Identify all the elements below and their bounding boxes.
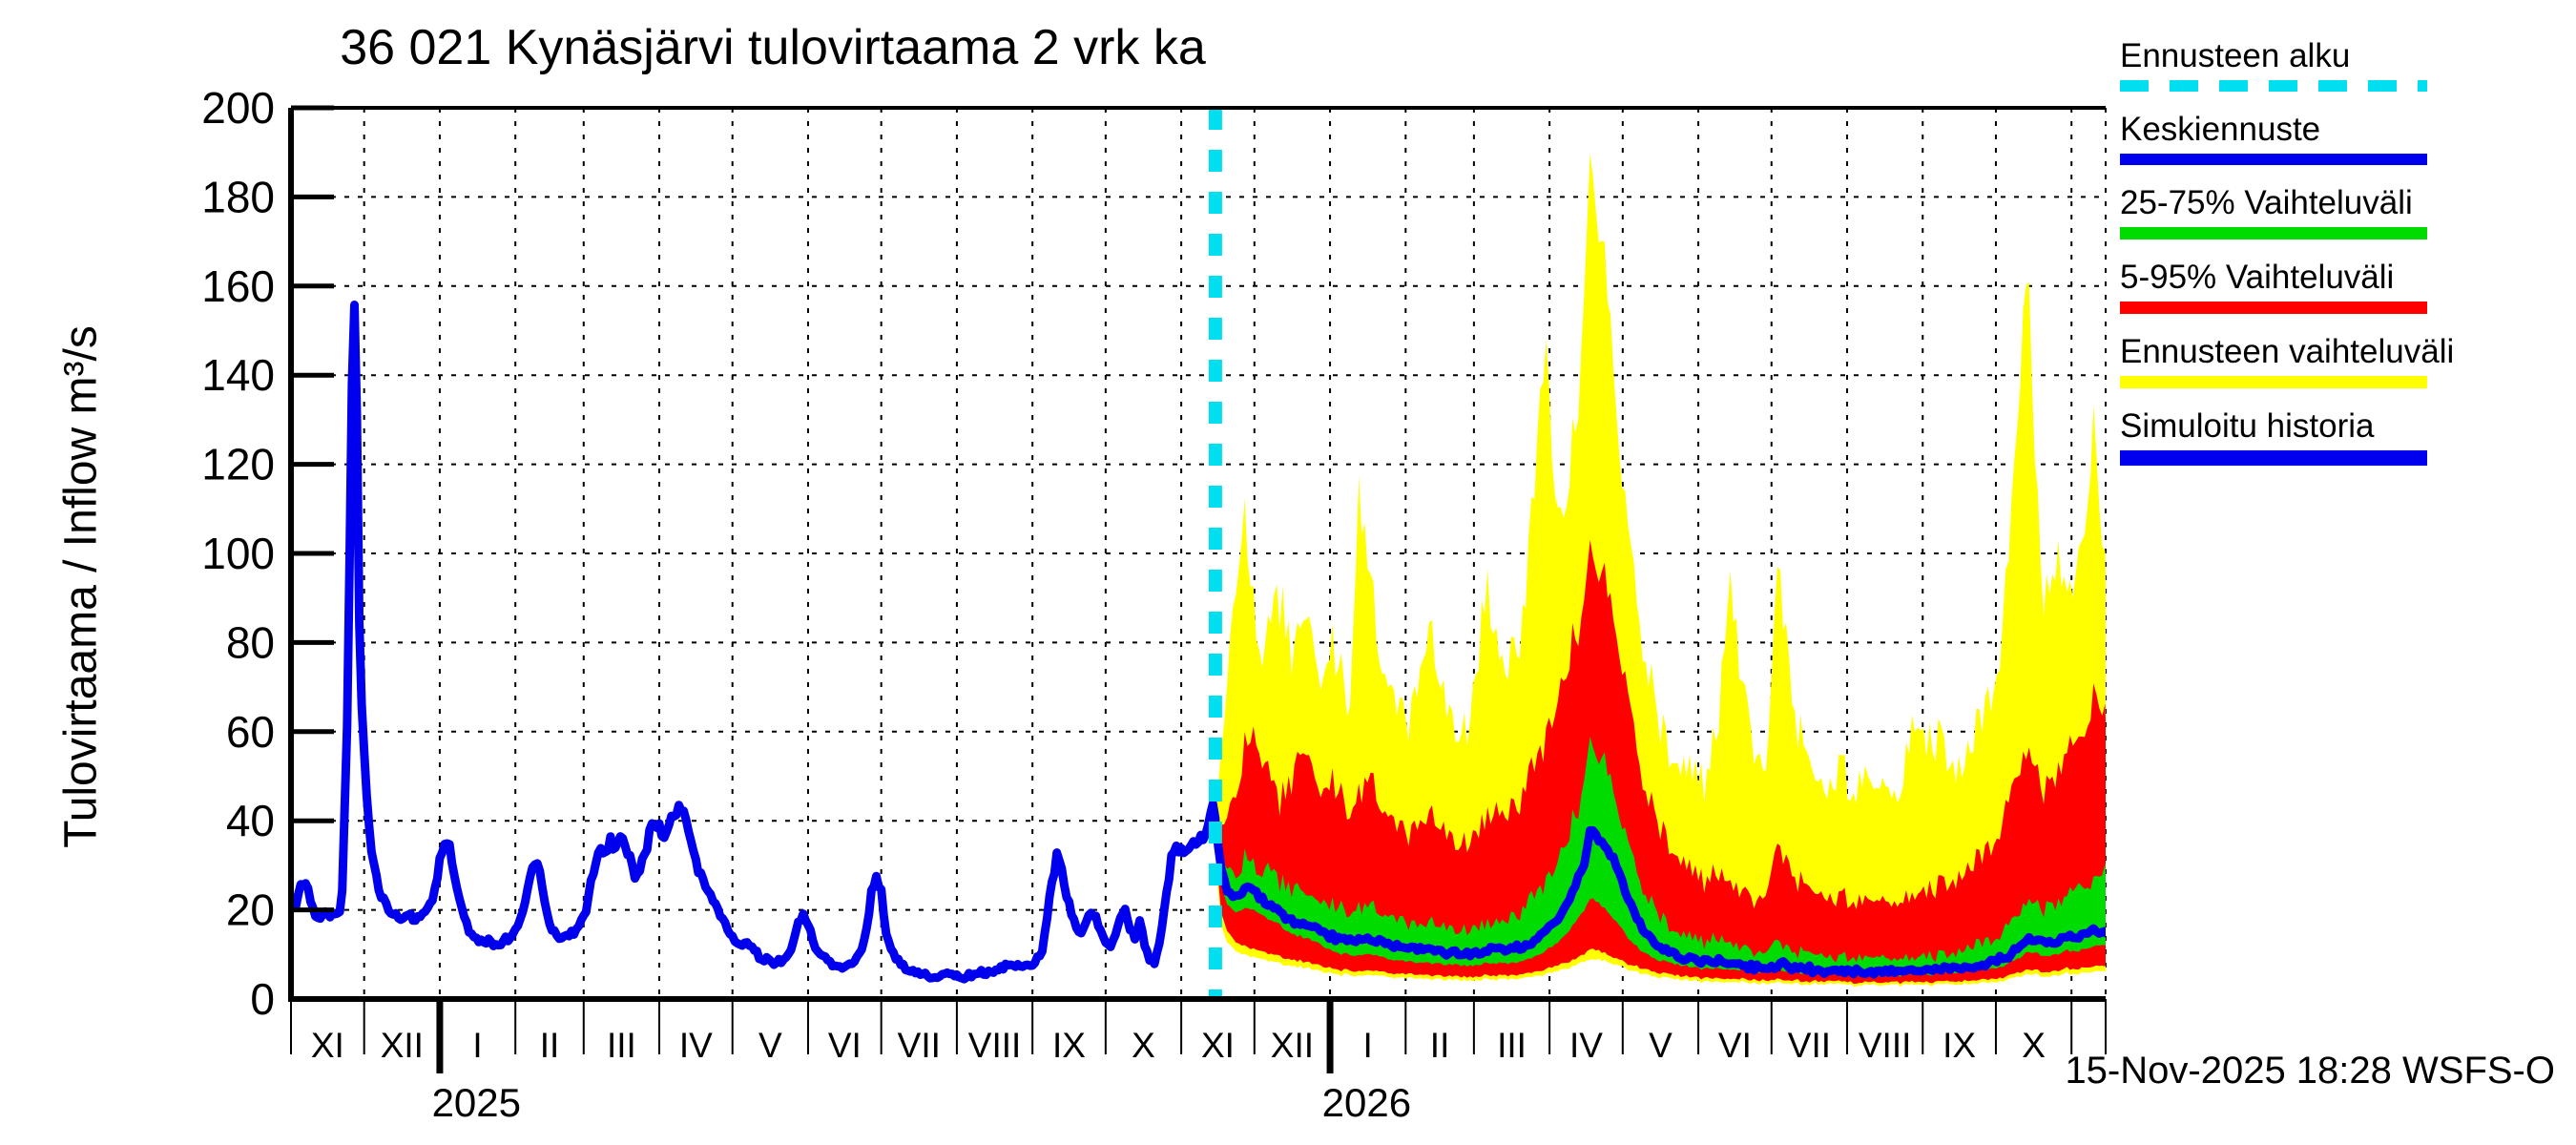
timestamp-label: 15-Nov-2025 18:28 WSFS-O [2065,1050,2555,1092]
legend-item-median-forecast: Keskiennuste [2120,112,2559,165]
data-series [291,153,2106,988]
svg-text:20: 20 [226,885,275,935]
svg-text:IX: IX [1942,1026,1976,1065]
svg-text:200: 200 [201,83,275,133]
svg-text:VII: VII [1788,1026,1831,1065]
band-5-95 [1215,539,2106,985]
svg-text:XII: XII [1271,1026,1314,1065]
svg-text:180: 180 [201,172,275,221]
legend-label-range-25-75: 25-75% Vaihteluväli [2120,184,2413,221]
legend-swatch-range-5-95 [2120,302,2427,314]
svg-text:II: II [1430,1026,1450,1065]
legend-swatch-simulated-history [2120,450,2427,466]
legend-item-forecast-start: Ennusteen alku [2120,38,2559,92]
svg-text:40: 40 [226,796,275,845]
legend-item-range-25-75: 25-75% Vaihteluväli [2120,185,2559,239]
svg-text:160: 160 [201,261,275,311]
svg-text:IV: IV [679,1026,713,1065]
svg-text:I: I [1363,1026,1373,1065]
legend-label-forecast-range: Ennusteen vaihteluväli [2120,333,2455,370]
x-axis-ticks [290,999,2107,1073]
svg-text:60: 60 [226,707,275,757]
svg-text:VIII: VIII [1859,1026,1912,1065]
legend-swatch-median-forecast [2120,154,2427,165]
legend-item-range-5-95: 5-95% Vaihteluväli [2120,260,2559,314]
svg-text:IV: IV [1569,1026,1603,1065]
y-axis-ticks [291,105,334,913]
svg-text:XI: XI [1201,1026,1235,1065]
svg-text:VII: VII [898,1026,941,1065]
grid-lines [291,108,2107,999]
legend: Ennusteen alku Keskiennuste 25-75% Vaihtel… [2120,38,2559,486]
legend-label-simulated-history: Simuloitu historia [2120,407,2375,445]
svg-text:0: 0 [250,974,275,1024]
svg-text:III: III [607,1026,636,1065]
band-min-max [1215,153,2106,988]
legend-item-simulated-history: Simuloitu historia [2120,408,2559,466]
svg-text:VI: VI [828,1026,862,1065]
svg-text:VIII: VIII [968,1026,1022,1065]
svg-text:X: X [2022,1026,2046,1065]
svg-text:140: 140 [201,350,275,400]
svg-text:III: III [1497,1026,1527,1065]
legend-label-forecast-start: Ennusteen alku [2120,37,2351,74]
legend-swatch-forecast-start [2120,80,2427,92]
legend-swatch-forecast-range [2120,376,2427,388]
svg-text:2025: 2025 [432,1080,521,1125]
svg-text:80: 80 [226,617,275,667]
legend-label-median-forecast: Keskiennuste [2120,111,2321,148]
svg-text:V: V [1649,1026,1672,1065]
y-axis-tick-labels: 0 20 40 60 80 100 120 140 160 180 200 [201,83,275,1024]
svg-text:I: I [472,1026,482,1065]
x-axis-month-labels: XI XII I II III IV V VI VII VIII IX X XI XII I II III IV V… [311,1026,2046,1065]
svg-text:IX: IX [1052,1026,1086,1065]
chart-title: 36 021 Kynäsjärvi tulovirtaama 2 vrk ka [340,20,1206,75]
svg-text:V: V [758,1026,782,1065]
history-line [291,301,1220,984]
svg-text:2026: 2026 [1322,1080,1411,1125]
svg-text:100: 100 [201,529,275,578]
svg-text:XI: XI [311,1026,344,1065]
svg-text:X: X [1132,1026,1155,1065]
median-forecast-line [1211,816,2106,979]
legend-label-range-5-95: 5-95% Vaihteluväli [2120,259,2395,296]
legend-swatch-range-25-75 [2120,227,2427,239]
svg-text:VI: VI [1718,1026,1752,1065]
x-axis-year-labels: 2025 2026 [432,1080,1412,1125]
legend-item-forecast-range: Ennusteen vaihteluväli [2120,334,2559,388]
svg-text:XII: XII [381,1026,424,1065]
svg-text:II: II [540,1026,560,1065]
svg-text:120: 120 [201,440,275,489]
